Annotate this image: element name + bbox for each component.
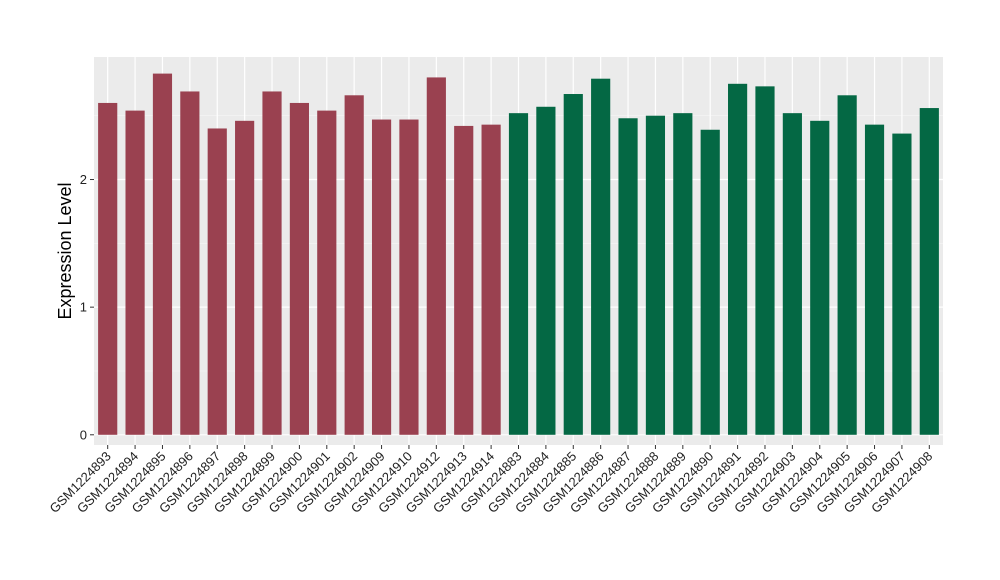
bar-GSM1224902	[344, 95, 364, 435]
bar-GSM1224893	[98, 102, 118, 435]
bar-GSM1224904	[810, 120, 830, 435]
bar-GSM1224883	[508, 113, 529, 435]
bar-GSM1224884	[536, 106, 556, 435]
y-axis: 0 1 2	[80, 172, 94, 442]
bar-GSM1224894	[125, 110, 145, 435]
bar-GSM1224896	[180, 91, 200, 435]
bar-GSM1224907	[892, 133, 912, 435]
bar-GSM1224885	[563, 94, 583, 435]
bar-GSM1224908	[919, 108, 939, 435]
bar-GSM1224914	[481, 124, 501, 435]
bars	[98, 73, 939, 435]
bar-GSM1224903	[782, 113, 802, 435]
bar-GSM1224886	[591, 78, 611, 435]
bar-GSM1224913	[454, 125, 474, 435]
bar-GSM1224895	[152, 73, 173, 435]
bar-GSM1224887	[618, 118, 638, 435]
bar-GSM1224897	[207, 128, 227, 435]
bar-GSM1224905	[837, 95, 857, 435]
bar-GSM1224890	[700, 129, 720, 435]
bar-GSM1224892	[755, 86, 775, 435]
bar-GSM1224912	[426, 77, 446, 435]
bar-GSM1224891	[728, 83, 748, 435]
y-tick-label: 0	[80, 427, 87, 442]
bar-GSM1224888	[645, 115, 666, 435]
bar-GSM1224898	[235, 120, 255, 435]
bar-GSM1224889	[673, 113, 693, 435]
y-tick-label: 2	[80, 172, 87, 187]
bar-GSM1224899	[262, 91, 282, 435]
bar-GSM1224910	[399, 119, 419, 435]
bar-GSM1224901	[317, 110, 337, 435]
bar-GSM1224906	[864, 124, 885, 435]
x-axis: GSM1224893GSM1224894GSM1224895GSM1224896…	[46, 445, 935, 516]
y-tick-label: 1	[80, 300, 87, 315]
y-axis-title: Expression Level	[55, 182, 75, 319]
bar-GSM1224909	[371, 119, 392, 435]
bar-GSM1224900	[289, 102, 309, 435]
